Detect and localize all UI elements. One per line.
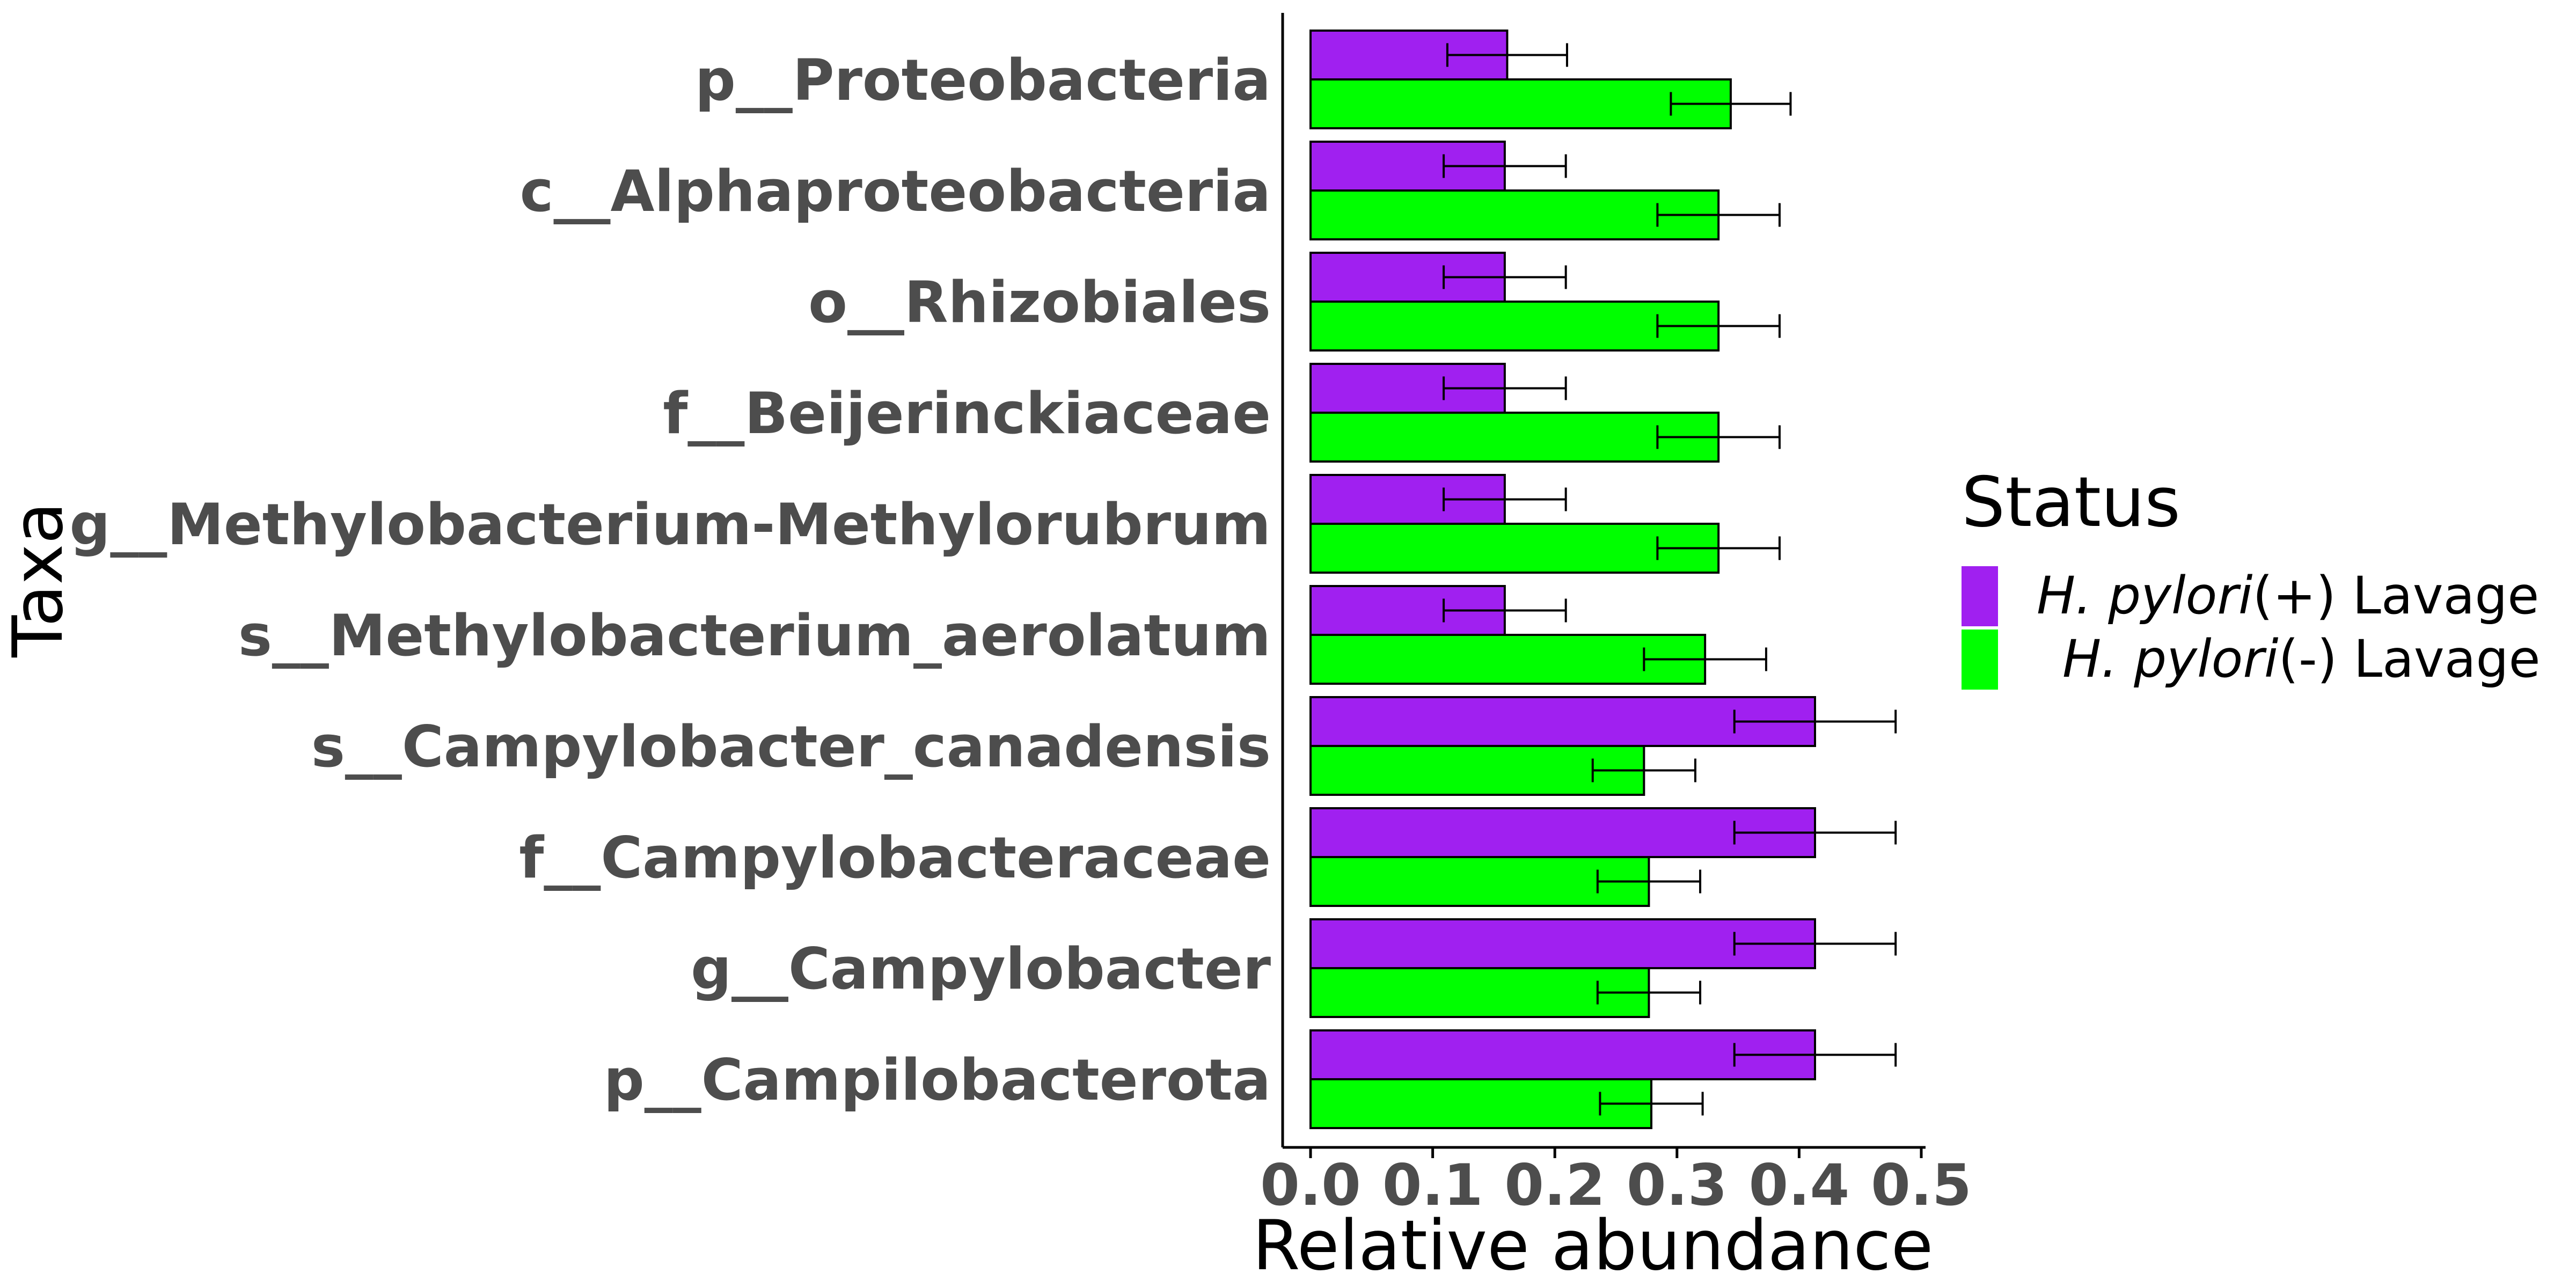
y-tick-label: p__Proteobacteria bbox=[695, 47, 1271, 113]
y-tick-label: g__Methylobacterium-Methylorubrum bbox=[69, 492, 1271, 558]
x-tick-label: 0.3 bbox=[1627, 1152, 1728, 1218]
x-axis: 0.0 0.1 0.2 0.3 0.4 0.5 bbox=[1260, 1147, 1972, 1218]
bar-hpylori-positive bbox=[1309, 807, 1816, 858]
error-bar bbox=[1599, 1092, 1704, 1116]
bar-hpylori-negative bbox=[1309, 78, 1732, 129]
error-bar bbox=[1656, 425, 1781, 449]
error-bar bbox=[1443, 598, 1567, 623]
y-axis-title: Taxa bbox=[0, 502, 78, 658]
legend-swatch bbox=[1962, 630, 1998, 690]
error-bar bbox=[1733, 821, 1897, 845]
error-bar bbox=[1596, 980, 1702, 1005]
error-bar bbox=[1643, 647, 1767, 671]
error-bar bbox=[1733, 932, 1897, 956]
error-bar bbox=[1733, 709, 1897, 734]
bar-hpylori-negative bbox=[1309, 301, 1720, 352]
y-tick-label: s__Campylobacter_canadensis bbox=[311, 714, 1271, 780]
legend-swatch bbox=[1962, 566, 1998, 626]
bar-hpylori-negative bbox=[1309, 523, 1720, 574]
bar-hpylori-negative bbox=[1309, 412, 1720, 463]
x-tick-label: 0.5 bbox=[1871, 1152, 1972, 1218]
x-tick-label: 0.1 bbox=[1382, 1152, 1483, 1218]
x-tick-label: 0.4 bbox=[1749, 1152, 1850, 1218]
error-bar bbox=[1443, 376, 1567, 400]
bar-hpylori-positive bbox=[1309, 696, 1816, 747]
legend-label: H. pylori(+) Lavage bbox=[2037, 566, 2539, 626]
x-tick-label: 0.0 bbox=[1260, 1152, 1361, 1218]
y-tick-label: f__Campylobacteraceae bbox=[519, 825, 1271, 891]
y-tick-label: c__Alphaproteobacteria bbox=[520, 158, 1271, 224]
error-bar bbox=[1443, 265, 1567, 289]
error-bar bbox=[1656, 314, 1781, 338]
bar-hpylori-positive bbox=[1309, 585, 1506, 636]
y-tick-label: f__Beijerinckiaceae bbox=[663, 380, 1271, 447]
bar-hpylori-negative bbox=[1309, 967, 1650, 1018]
bar-hpylori-negative bbox=[1309, 189, 1720, 240]
y-tick-labels: p__Proteobacteria c__Alphaproteobacteriao… bbox=[69, 47, 1271, 1113]
x-tick-label: 0.2 bbox=[1504, 1152, 1605, 1218]
y-tick-label: o__Rhizobiales bbox=[808, 269, 1271, 335]
error-bar bbox=[1656, 536, 1781, 560]
error-bar bbox=[1733, 1043, 1897, 1067]
error-bar bbox=[1591, 758, 1696, 782]
y-tick-label: p__Campilobacterota bbox=[604, 1047, 1271, 1113]
error-bar bbox=[1656, 203, 1781, 227]
bar-hpylori-positive bbox=[1309, 918, 1816, 969]
error-bars-layer bbox=[1443, 43, 1897, 1116]
error-bar bbox=[1443, 487, 1567, 511]
bar-hpylori-positive bbox=[1309, 1029, 1816, 1080]
y-tick-label: g__Campylobacter bbox=[691, 936, 1271, 1002]
bars-layer bbox=[1309, 30, 1816, 1129]
error-bar bbox=[1446, 43, 1568, 67]
bar-hpylori-negative bbox=[1309, 1078, 1653, 1129]
legend-title: Status bbox=[1962, 463, 2180, 543]
bar-hpylori-negative bbox=[1309, 745, 1645, 796]
x-axis-title: Relative abundance bbox=[1253, 1206, 1934, 1286]
error-bar bbox=[1670, 92, 1792, 116]
error-bar bbox=[1443, 154, 1567, 178]
legend-label: H. pylori(-) Lavage bbox=[2062, 629, 2541, 689]
y-tick-label: s__Methylobacterium_aerolatum bbox=[238, 603, 1271, 669]
error-bar bbox=[1596, 869, 1702, 894]
